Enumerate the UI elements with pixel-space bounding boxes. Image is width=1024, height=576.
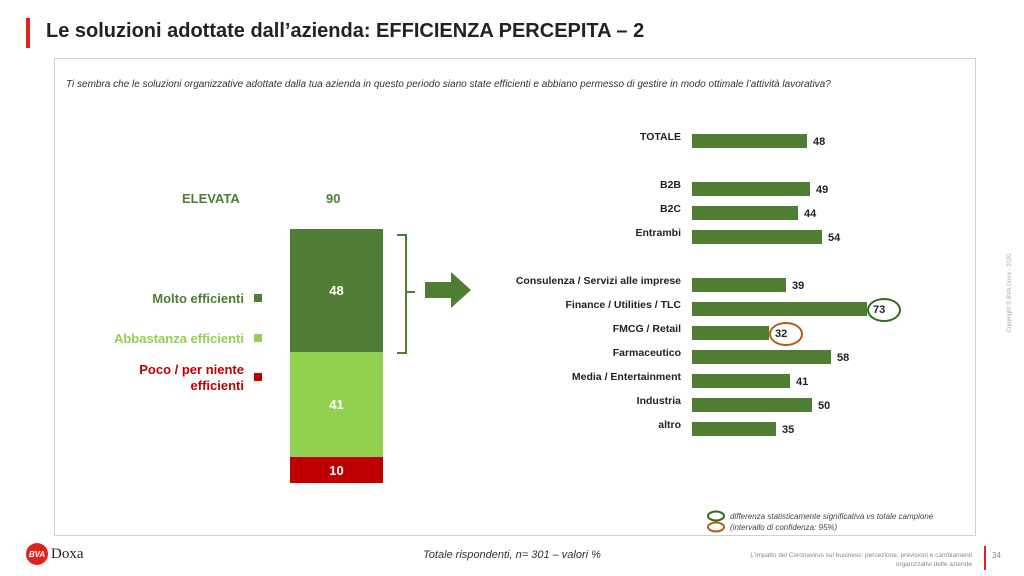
- page-title: Le soluzioni adottate dall’azienda: EFFI…: [46, 20, 645, 42]
- hbar-bar: [692, 398, 812, 412]
- hbar-category-label: TOTALE: [639, 131, 681, 143]
- hbar-category-label: B2C: [659, 203, 681, 215]
- hbar-bar: [692, 302, 867, 316]
- company-logo: BVA Doxa: [26, 543, 84, 565]
- significance-ring-lower: [769, 322, 803, 346]
- legend-molto-swatch: [254, 294, 262, 302]
- hbar-bar: [692, 230, 822, 244]
- page-number: 34: [992, 551, 1001, 560]
- stack-segment-abbastanza-value: 41: [329, 397, 344, 412]
- stack-segment-poco: 10: [290, 457, 383, 483]
- legend-abbastanza-label: Abbastanza efficienti: [113, 331, 244, 346]
- significance-rings-icon: [707, 510, 725, 533]
- significance-ring-higher: [867, 298, 901, 322]
- bracket-tick: [407, 291, 415, 293]
- hbar-value-label: 35: [782, 424, 795, 436]
- hbar-category-label: Farmaceutico: [612, 347, 681, 359]
- hbar-value-label: 50: [818, 400, 831, 412]
- logo-mark: BVA: [26, 543, 48, 565]
- hbar-category-label: Entrambi: [635, 227, 681, 239]
- legend-abbastanza-swatch: [254, 334, 262, 342]
- title-accent-bar: [26, 18, 30, 48]
- hbar-value-label: 49: [816, 184, 829, 196]
- legend-poco-line1: Poco / per niente: [139, 362, 244, 377]
- legend-poco-label: Poco / per niente efficienti: [139, 362, 244, 394]
- hbar-value-label: 58: [837, 352, 850, 364]
- stack-segment-poco-value: 10: [329, 462, 344, 478]
- hbar-bar: [692, 422, 776, 436]
- hbar-bar: [692, 134, 807, 148]
- hbar-bar: [692, 326, 769, 340]
- hbar-bar: [692, 182, 810, 196]
- hbar-category-label: Media / Entertainment: [571, 371, 681, 383]
- stack-segment-molto-value: 48: [329, 283, 344, 298]
- hbar-bar: [692, 206, 798, 220]
- hbar-category-label: Finance / Utilities / TLC: [565, 299, 681, 311]
- elevated-label: ELEVATA: [182, 191, 240, 206]
- legend-poco-swatch: [254, 373, 262, 381]
- elevated-value: 90: [326, 191, 341, 206]
- hbar-category-label: FMCG / Retail: [612, 323, 681, 335]
- bracket: [397, 234, 407, 354]
- page-number-separator: [984, 546, 986, 570]
- hbar-value-label: 54: [828, 232, 841, 244]
- hbar-value-label: 39: [792, 280, 805, 292]
- hbar-category-label: altro: [658, 419, 681, 431]
- hbar-value-label: 48: [813, 136, 826, 148]
- footer-sample-note: Totale rispondenti, n= 301 – valori %: [423, 549, 601, 561]
- legend-molto-label: Molto efficienti: [152, 291, 244, 306]
- right-arrow-icon: [425, 272, 471, 308]
- study-note: L'impatto del Coronavirus sul business: …: [750, 552, 972, 568]
- hbar-bar: [692, 350, 831, 364]
- chart-panel: [54, 58, 976, 536]
- hbar-bar: [692, 374, 790, 388]
- hbar-value-label: 41: [796, 376, 809, 388]
- stack-segment-abbastanza: 41: [290, 352, 383, 457]
- hbar-category-label: B2B: [659, 179, 681, 191]
- copyright: Copyright © BVA Doxa - 2020: [1007, 253, 1013, 333]
- hbar-value-label: 44: [804, 208, 817, 220]
- hbar-category-label: Consulenza / Servizi alle imprese: [515, 275, 681, 287]
- significance-note: differenza statisticamente significativa…: [730, 512, 934, 532]
- survey-question: Ti sembra che le soluzioni organizzative…: [66, 79, 831, 90]
- logo-name: Doxa: [51, 545, 84, 562]
- hbar-bar: [692, 278, 786, 292]
- legend-poco-line2: efficienti: [190, 378, 244, 393]
- hbar-category-label: Industria: [636, 395, 681, 407]
- stack-segment-molto: 48: [290, 229, 383, 352]
